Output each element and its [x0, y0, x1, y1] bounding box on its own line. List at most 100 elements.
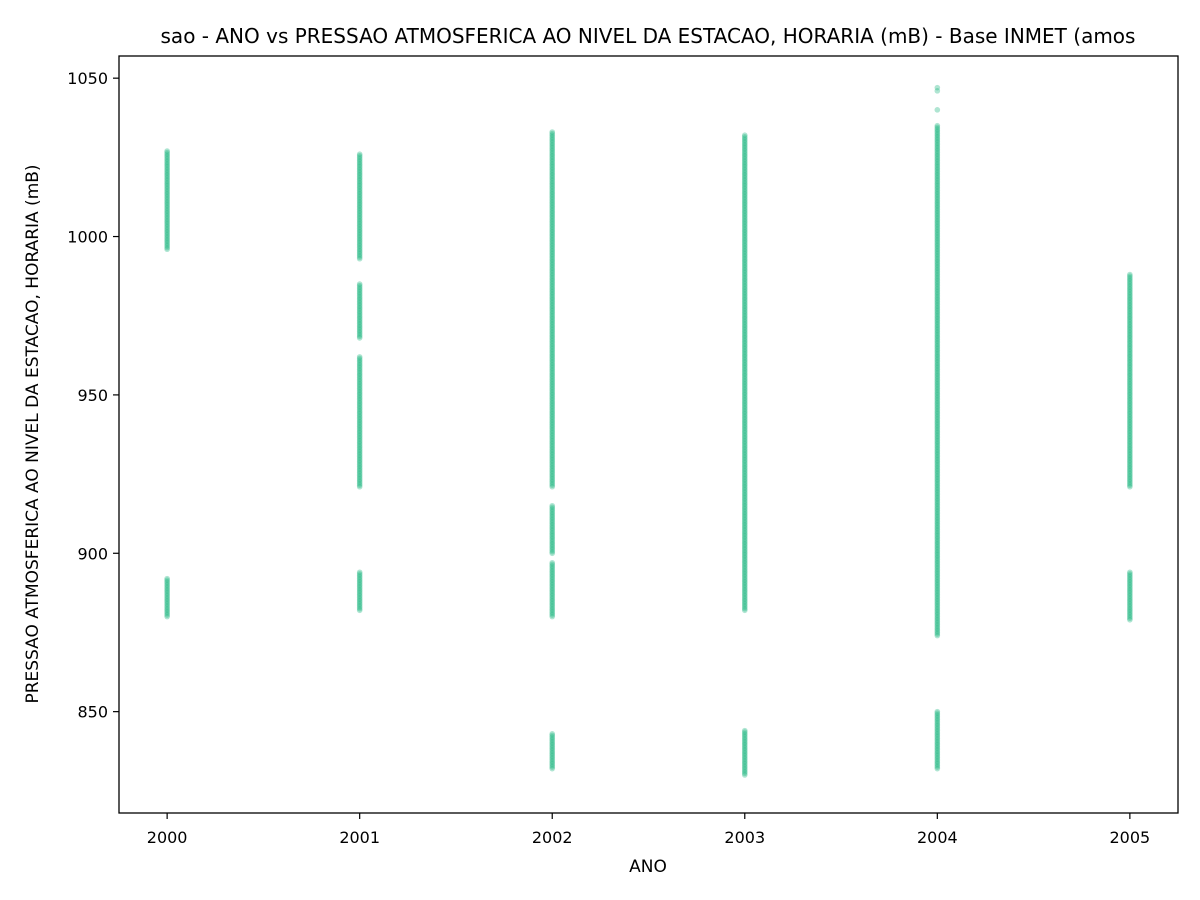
data-point [356, 434, 363, 441]
data-point [934, 563, 941, 569]
data-point [741, 490, 748, 496]
data-point [741, 308, 748, 314]
data-point [1127, 471, 1133, 477]
data-point [1127, 350, 1133, 357]
data-point [741, 537, 748, 544]
data-point [1127, 604, 1133, 610]
data-point [549, 387, 556, 393]
data-point [549, 192, 556, 199]
data-point [356, 574, 363, 580]
data-point [1127, 588, 1133, 595]
data-point [934, 762, 941, 769]
data-point [549, 411, 556, 417]
data-point [1127, 360, 1133, 367]
data-point [549, 441, 556, 447]
data-point [356, 157, 363, 164]
data-point [1127, 366, 1133, 373]
data-point [934, 590, 941, 596]
data-point [356, 461, 363, 468]
data-point [741, 152, 748, 159]
y-tick-label: 950 [77, 386, 108, 405]
data-point [1127, 444, 1133, 450]
data-point [164, 575, 170, 582]
data-point [741, 604, 748, 610]
data-point [934, 597, 941, 604]
data-point [356, 247, 363, 254]
data-point [934, 713, 941, 720]
data-point [934, 168, 941, 175]
data-point [934, 411, 941, 417]
data-point [934, 444, 941, 450]
data-point [356, 181, 363, 188]
data-point [934, 178, 941, 184]
data-point [741, 206, 748, 213]
data-point [741, 441, 748, 447]
data-point [741, 246, 748, 253]
data-point [934, 173, 941, 180]
data-point [164, 206, 170, 213]
data-point [549, 148, 556, 154]
data-point [549, 578, 556, 585]
data-point [1127, 273, 1133, 279]
data-point [741, 341, 748, 348]
data-point [549, 764, 556, 770]
data-point [549, 336, 556, 343]
data-point [741, 406, 748, 412]
data-point [356, 183, 363, 189]
data-point [164, 208, 170, 215]
data-point [549, 151, 556, 157]
data-point [549, 550, 556, 557]
data-point [741, 502, 748, 509]
data-point [741, 401, 748, 408]
data-point [934, 149, 941, 156]
data-point [741, 335, 748, 341]
data-point [741, 247, 748, 254]
data-point [741, 569, 748, 576]
data-point [549, 419, 556, 425]
data-point [741, 420, 748, 427]
data-point [934, 292, 941, 298]
data-point [1127, 404, 1133, 411]
data-point [934, 624, 941, 631]
data-point [741, 433, 748, 439]
data-point [164, 214, 170, 221]
data-point [1127, 385, 1133, 392]
data-point [549, 195, 556, 202]
data-point [549, 303, 556, 310]
data-point [356, 396, 363, 403]
data-point [934, 135, 941, 142]
data-point [549, 479, 556, 485]
data-point [356, 194, 363, 200]
data-point [741, 339, 748, 346]
data-point [1127, 336, 1133, 343]
data-point [741, 282, 748, 289]
data-point [741, 254, 748, 260]
data-point [934, 632, 941, 639]
data-point [1127, 577, 1133, 583]
data-point [549, 202, 556, 208]
data-point [549, 178, 556, 184]
data-point [934, 575, 941, 582]
data-point [356, 205, 363, 211]
data-point [934, 179, 941, 186]
data-point [741, 140, 748, 146]
data-point [549, 602, 556, 609]
data-point [356, 241, 363, 248]
data-point [164, 232, 170, 238]
data-point [549, 423, 556, 430]
data-point [741, 312, 748, 319]
data-point [549, 406, 556, 412]
data-point [934, 426, 941, 433]
data-point [741, 333, 748, 340]
data-point [549, 287, 556, 294]
data-point [741, 221, 748, 227]
data-point [549, 463, 556, 469]
data-point [934, 254, 941, 260]
data-point [356, 202, 363, 208]
data-point [356, 198, 363, 205]
data-point [356, 578, 363, 585]
data-point [164, 230, 170, 237]
data-point [934, 547, 941, 553]
data-point [549, 246, 556, 253]
data-point [741, 575, 748, 582]
